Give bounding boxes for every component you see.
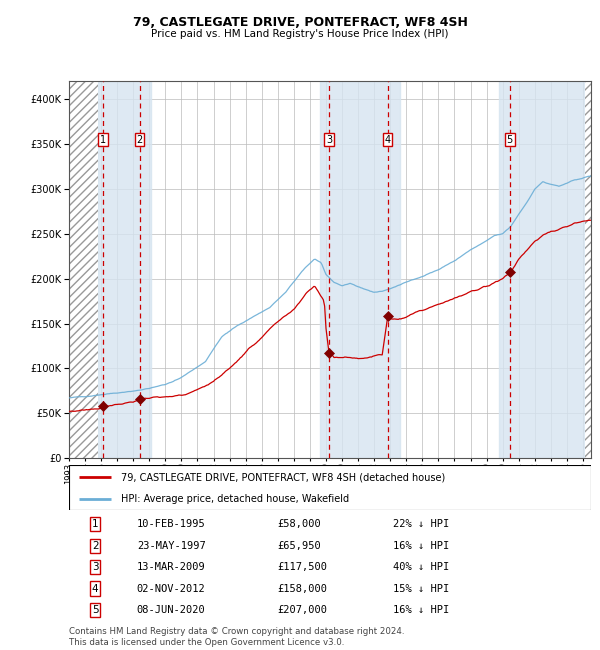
- Text: £58,000: £58,000: [278, 519, 322, 529]
- Bar: [98, 81, 151, 458]
- Text: 1: 1: [92, 519, 98, 529]
- Text: 23-MAY-1997: 23-MAY-1997: [137, 541, 206, 551]
- Text: 2: 2: [92, 541, 98, 551]
- Text: 4: 4: [92, 584, 98, 593]
- Text: £158,000: £158,000: [278, 584, 328, 593]
- Text: 2: 2: [136, 135, 143, 144]
- Text: 1: 1: [100, 135, 106, 144]
- Text: 79, CASTLEGATE DRIVE, PONTEFRACT, WF8 4SH (detached house): 79, CASTLEGATE DRIVE, PONTEFRACT, WF8 4S…: [121, 473, 445, 482]
- Text: 15% ↓ HPI: 15% ↓ HPI: [392, 584, 449, 593]
- Text: Price paid vs. HM Land Registry's House Price Index (HPI): Price paid vs. HM Land Registry's House …: [151, 29, 449, 39]
- Text: £207,000: £207,000: [278, 605, 328, 615]
- Bar: [320, 81, 400, 458]
- Text: 02-NOV-2012: 02-NOV-2012: [137, 584, 206, 593]
- Text: Contains HM Land Registry data © Crown copyright and database right 2024.
This d: Contains HM Land Registry data © Crown c…: [69, 627, 404, 647]
- Text: 79, CASTLEGATE DRIVE, PONTEFRACT, WF8 4SH: 79, CASTLEGATE DRIVE, PONTEFRACT, WF8 4S…: [133, 16, 467, 29]
- Text: 40% ↓ HPI: 40% ↓ HPI: [392, 562, 449, 572]
- Text: 5: 5: [92, 605, 98, 615]
- Text: HPI: Average price, detached house, Wakefield: HPI: Average price, detached house, Wake…: [121, 494, 349, 504]
- Text: 4: 4: [385, 135, 391, 144]
- Text: 10-FEB-1995: 10-FEB-1995: [137, 519, 206, 529]
- Text: £65,950: £65,950: [278, 541, 322, 551]
- Text: 5: 5: [506, 135, 513, 144]
- Text: £117,500: £117,500: [278, 562, 328, 572]
- Text: 16% ↓ HPI: 16% ↓ HPI: [392, 541, 449, 551]
- Text: 08-JUN-2020: 08-JUN-2020: [137, 605, 206, 615]
- Text: 3: 3: [326, 135, 332, 144]
- Text: 16% ↓ HPI: 16% ↓ HPI: [392, 605, 449, 615]
- Text: 13-MAR-2009: 13-MAR-2009: [137, 562, 206, 572]
- Text: 3: 3: [92, 562, 98, 572]
- Bar: [499, 81, 584, 458]
- Text: 22% ↓ HPI: 22% ↓ HPI: [392, 519, 449, 529]
